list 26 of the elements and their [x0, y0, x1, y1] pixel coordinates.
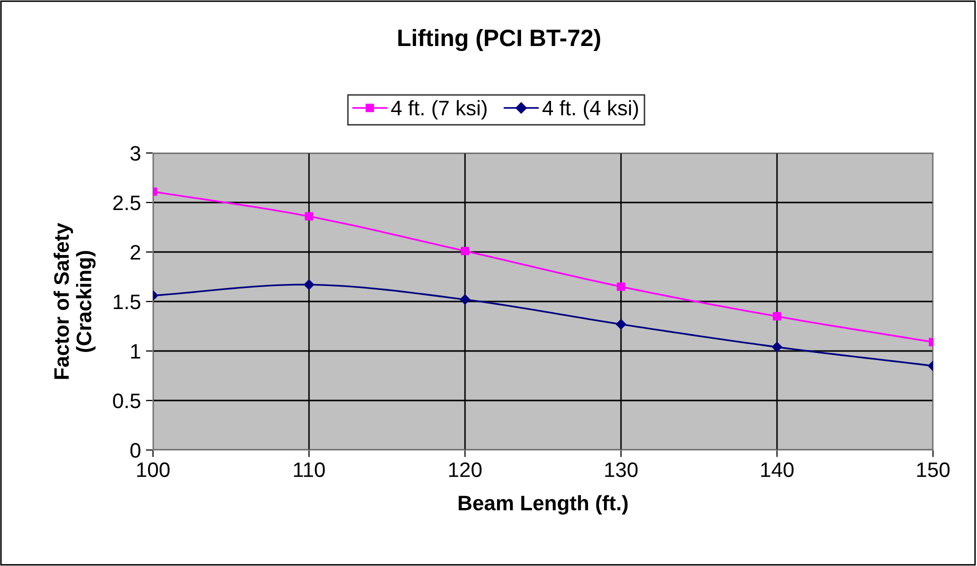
point: [460, 246, 470, 256]
y-tick-label: 0.5: [113, 394, 140, 408]
x-tick-label: 130: [605, 462, 638, 478]
point: [460, 294, 470, 305]
chart-title: Lifting (PCI BT-72): [398, 28, 600, 52]
x-axis-title: Beam Length (ft.): [458, 495, 628, 515]
y-tick-label: 2.5: [113, 196, 140, 210]
y-tick-label: 1.5: [114, 294, 140, 310]
x-tick-label: 110: [294, 462, 325, 478]
legend-label: 4 ft. (4 ksi): [542, 100, 638, 120]
x-tick-label: 150: [917, 462, 950, 478]
y-tick-label: 2: [130, 245, 140, 260]
y-tick-label: 3: [130, 146, 140, 161]
point: [772, 312, 782, 321]
y-axis-title: Factor of Safety (Cracking): [54, 222, 96, 379]
legend-label: 4 ft. (7 ksi): [391, 100, 487, 120]
point: [304, 212, 314, 221]
x-tick-label: 120: [449, 462, 482, 478]
point: [304, 280, 314, 290]
point: [772, 342, 782, 352]
point: [616, 282, 626, 291]
y-tick-label: 0: [130, 443, 140, 458]
y-tick-label: 1: [131, 344, 140, 359]
x-tick-label: 140: [761, 462, 794, 478]
x-tick-label: 100: [137, 462, 170, 478]
point: [616, 319, 626, 330]
